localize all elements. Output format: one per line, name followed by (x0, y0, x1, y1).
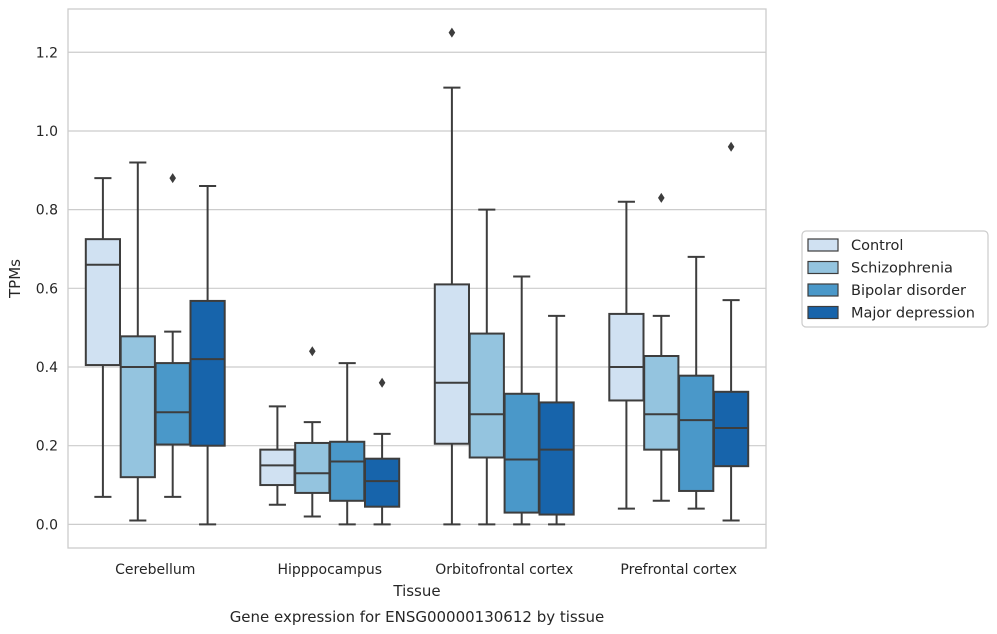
box-control (433, 27, 471, 526)
box-major-depression (712, 141, 750, 522)
box-bipolar-disorder (329, 362, 366, 526)
box-iqr (84, 238, 122, 367)
plot-frame (67, 8, 767, 549)
legend-label: Schizophrenia (851, 261, 953, 277)
box-schizophrenia (294, 346, 331, 518)
box-iqr (154, 362, 191, 446)
y-tick-label: 0.6 (36, 281, 58, 297)
box-iqr (189, 299, 226, 447)
box-schizophrenia (643, 192, 680, 502)
box-iqr (294, 441, 331, 494)
x-axis-label: Tissue (392, 582, 440, 600)
box-iqr (678, 374, 715, 492)
box-bipolar-disorder (678, 255, 715, 510)
box-major-depression (363, 377, 401, 526)
outlier-point (658, 192, 665, 203)
legend-swatch (807, 283, 839, 297)
box-iqr (538, 401, 575, 516)
box-major-depression (189, 185, 226, 526)
box-control (259, 405, 296, 506)
x-tick-label: Hipppocampus (277, 562, 382, 578)
box-control (84, 177, 122, 498)
y-tick-label: 0.8 (36, 203, 58, 219)
outlier-point (309, 346, 316, 357)
box-schizophrenia (119, 161, 156, 522)
boxes-layer (84, 27, 750, 526)
y-tick-label: 0.4 (36, 360, 58, 376)
legend-label: Bipolar disorder (851, 283, 966, 299)
y-tick-label: 0.2 (36, 439, 58, 455)
outlier-point (727, 141, 735, 152)
x-tick-labels: Cerebellum Hipppocampus Orbitofrontal cort… (115, 562, 737, 578)
outlier-point (169, 173, 176, 184)
y-axis-label: TPMs (6, 259, 24, 299)
outlier-point (448, 27, 456, 38)
legend-swatch (807, 260, 839, 275)
outlier-point (378, 377, 386, 388)
box-control (608, 200, 645, 510)
box-iqr (643, 355, 680, 451)
box-bipolar-disorder (503, 275, 540, 526)
box-iqr (259, 448, 296, 487)
box-iqr (433, 283, 471, 445)
box-iqr (329, 440, 366, 502)
chart-caption: Gene expression for ENSG00000130612 by t… (230, 608, 605, 626)
box-schizophrenia (468, 208, 505, 526)
y-tick-labels: 0.0 0.2 0.4 0.6 0.8 1.0 1.2 (36, 45, 58, 533)
box-iqr (608, 312, 645, 402)
x-tick-label: Orbitofrontal cortex (435, 562, 573, 578)
box-major-depression (538, 314, 575, 526)
legend: Control Schizophrenia Bipolar disorder Majo… (801, 230, 989, 328)
y-tick-label: 0.0 (36, 517, 58, 533)
legend-frame (801, 230, 989, 328)
x-tick-label: Prefrontal cortex (620, 562, 737, 578)
box-bipolar-disorder (154, 173, 191, 498)
legend-swatch (807, 305, 839, 320)
legend-swatch (807, 238, 839, 252)
legend-label: Control (851, 238, 903, 254)
box-iqr (468, 332, 505, 459)
legend-label: Major depression (851, 306, 975, 322)
y-tick-label: 1.2 (36, 45, 58, 61)
box-iqr (503, 392, 540, 514)
x-tick-label: Cerebellum (115, 562, 195, 578)
y-tick-label: 1.0 (36, 124, 58, 140)
box-iqr (363, 457, 401, 508)
box-iqr (119, 335, 156, 479)
